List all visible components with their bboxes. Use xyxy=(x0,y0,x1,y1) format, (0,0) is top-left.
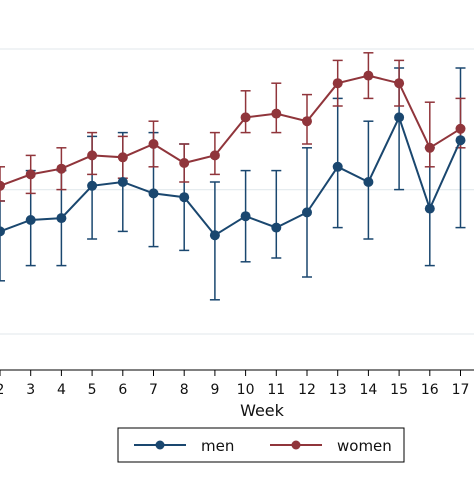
x-tick-label-12: 12 xyxy=(298,382,316,398)
x-tick-label-16: 16 xyxy=(421,382,439,398)
x-tick-label-9: 9 xyxy=(210,382,219,398)
series-line-men xyxy=(0,114,462,237)
data-point-men-12 xyxy=(302,207,312,218)
series-lines xyxy=(0,74,462,237)
data-point-women-14 xyxy=(363,70,374,81)
x-tick-label-17: 17 xyxy=(452,382,470,398)
data-points xyxy=(0,70,466,241)
data-point-women-4 xyxy=(56,163,67,174)
x-axis-title: Week xyxy=(240,401,285,420)
data-point-men-6 xyxy=(117,177,128,187)
x-tick-label-11: 11 xyxy=(267,382,285,398)
data-point-men-8 xyxy=(179,192,190,203)
data-point-men-3 xyxy=(25,215,36,225)
x-tick-label-8: 8 xyxy=(180,382,189,398)
legend-label-women: women xyxy=(337,437,392,455)
data-point-women-17 xyxy=(455,123,466,134)
data-point-men-15 xyxy=(394,112,405,123)
data-point-men-11 xyxy=(271,222,282,233)
data-point-women-10 xyxy=(240,112,251,123)
data-point-women-3 xyxy=(25,169,36,180)
data-point-women-9 xyxy=(209,150,220,161)
data-point-women-13 xyxy=(332,78,343,89)
x-tick-label-6: 6 xyxy=(118,382,127,398)
data-point-men-5 xyxy=(87,180,98,191)
data-point-women-6 xyxy=(117,152,128,163)
data-point-women-16 xyxy=(424,142,435,153)
data-point-women-5 xyxy=(87,150,98,161)
x-axis: 2 3 4 5 6 7 8 9 10 11 12 13 14 15 16 17 xyxy=(0,369,474,398)
x-tick-label-13: 13 xyxy=(329,382,347,398)
x-tick-label-14: 14 xyxy=(359,382,377,398)
data-point-men-17 xyxy=(455,135,466,146)
x-tick-label-15: 15 xyxy=(390,382,408,398)
data-point-men-14 xyxy=(363,177,374,187)
data-point-women-7 xyxy=(148,139,159,149)
data-point-women-12 xyxy=(302,116,312,127)
series-line-women xyxy=(0,74,462,187)
data-point-women-11 xyxy=(271,108,282,119)
data-point-men-16 xyxy=(424,203,435,214)
legend-swatch-women-marker xyxy=(291,440,301,450)
x-tick-label-3: 3 xyxy=(26,382,35,398)
x-tick-label-5: 5 xyxy=(88,382,97,398)
data-point-women-8 xyxy=(179,158,190,168)
data-point-men-4 xyxy=(56,213,67,224)
x-tick-label-4: 4 xyxy=(57,382,66,398)
x-tick-label-10: 10 xyxy=(237,382,255,398)
data-point-women-2 xyxy=(0,180,5,191)
legend-swatch-men-marker xyxy=(155,440,165,450)
legend: men women xyxy=(117,427,405,463)
x-tick-label-7: 7 xyxy=(149,382,158,398)
data-point-men-13 xyxy=(332,161,343,172)
legend-label-men: men xyxy=(201,437,234,455)
data-point-men-9 xyxy=(209,230,220,241)
data-point-men-10 xyxy=(240,211,251,222)
data-point-men-7 xyxy=(148,188,159,199)
x-tick-label-2: 2 xyxy=(0,382,4,398)
data-point-men-2 xyxy=(0,226,5,237)
data-point-women-15 xyxy=(394,78,405,89)
